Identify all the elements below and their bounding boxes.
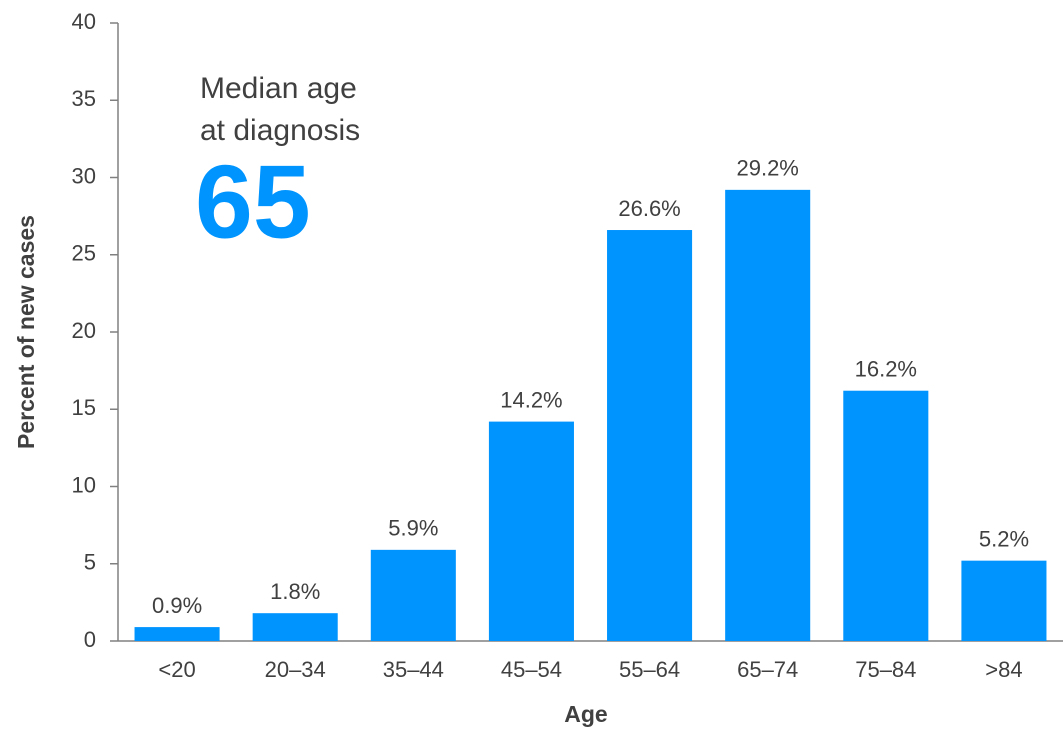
data-label: 26.6% — [618, 196, 680, 221]
y-axis-title: Percent of new cases — [13, 215, 39, 449]
x-tick-label: 65–74 — [737, 657, 798, 682]
bar — [252, 613, 338, 641]
x-tick-label: 45–54 — [501, 657, 562, 682]
x-axis-title: Age — [564, 701, 607, 727]
data-label: 5.9% — [388, 516, 438, 541]
y-tick-label: 35 — [72, 86, 96, 111]
data-label: 0.9% — [152, 593, 202, 618]
y-tick-label: 10 — [72, 472, 96, 497]
x-tick-label: 55–64 — [619, 657, 680, 682]
bar — [370, 549, 456, 641]
bar — [961, 560, 1047, 641]
x-tick-label: 35–44 — [383, 657, 444, 682]
x-tick-label: <20 — [158, 657, 195, 682]
y-tick-label: 0 — [84, 627, 96, 652]
bar — [725, 189, 811, 642]
x-tick-label: 20–34 — [265, 657, 326, 682]
bar — [134, 627, 220, 641]
y-tick-label: 40 — [72, 9, 96, 34]
data-label: 1.8% — [270, 579, 320, 604]
data-label: 5.2% — [979, 526, 1029, 551]
bar — [843, 390, 929, 641]
y-tick-label: 5 — [84, 550, 96, 575]
annotation: at diagnosis — [200, 114, 360, 147]
y-tick-label: 25 — [72, 241, 96, 266]
bar — [607, 230, 693, 641]
y-tick-label: 20 — [72, 318, 96, 343]
bar — [488, 421, 574, 641]
data-label: 29.2% — [736, 156, 798, 181]
annotation: Median age — [200, 72, 357, 105]
x-tick-label: 75–84 — [855, 657, 916, 682]
data-label: 16.2% — [855, 357, 917, 382]
x-tick-label: >84 — [985, 657, 1022, 682]
annotation-value: 65 — [195, 144, 311, 260]
y-tick-label: 30 — [72, 163, 96, 188]
data-label: 14.2% — [500, 387, 562, 412]
y-tick-label: 15 — [72, 395, 96, 420]
